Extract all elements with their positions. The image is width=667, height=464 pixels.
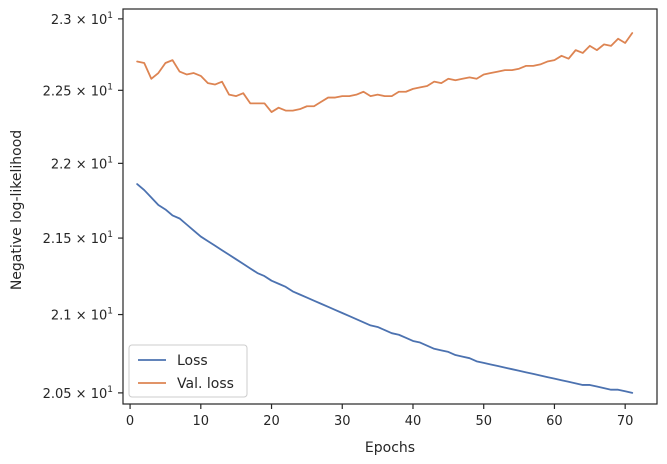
y-axis-label: Negative log-likelihood xyxy=(9,130,25,290)
x-tick-label: 60 xyxy=(546,414,563,429)
x-tick-label: 10 xyxy=(193,414,210,429)
legend-box xyxy=(128,344,248,398)
x-tick-label: 40 xyxy=(405,414,422,429)
x-tick-label: 0 xyxy=(126,414,134,429)
x-tick-label: 50 xyxy=(475,414,492,429)
series-line-val-loss xyxy=(136,32,634,113)
plot-area xyxy=(136,32,634,394)
x-axis: 0 10 20 30 40 50 60 70 xyxy=(126,404,634,429)
x-tick-label: 70 xyxy=(617,414,634,429)
y-tick-label: 2.25 × 101 xyxy=(43,82,113,99)
series-line-loss xyxy=(136,183,634,394)
y-tick-label: 2.3 × 101 xyxy=(51,11,113,28)
y-tick-label: 2.1 × 101 xyxy=(51,307,113,324)
plot-frame xyxy=(122,8,658,405)
legend: Loss Val. loss xyxy=(128,344,248,398)
legend-label: Val. loss xyxy=(177,376,234,392)
y-tick-label: 2.15 × 101 xyxy=(43,230,113,247)
x-tick-label: 30 xyxy=(334,414,351,429)
x-axis-label: Epochs xyxy=(365,440,415,456)
y-tick-label: 2.2 × 101 xyxy=(51,155,113,172)
legend-label: Loss xyxy=(177,353,208,369)
x-tick-label: 20 xyxy=(263,414,280,429)
y-axis: 2.05 × 101 2.1 × 101 2.15 × 101 2.2 × 101 2.… xyxy=(43,11,123,402)
y-tick-label: 2.05 × 101 xyxy=(43,385,113,402)
